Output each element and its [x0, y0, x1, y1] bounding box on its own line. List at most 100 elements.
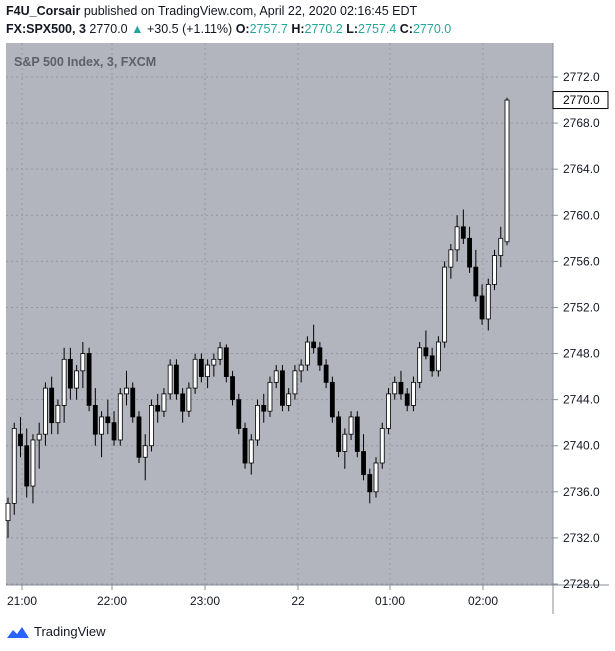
candle-body [404, 393, 410, 406]
candle-body [367, 474, 373, 493]
candle-body [111, 422, 117, 441]
candle-body [174, 364, 179, 395]
candle [130, 382, 136, 423]
candle [429, 347, 435, 377]
candle [404, 388, 410, 412]
candle-body [286, 393, 292, 406]
grid [6, 43, 553, 585]
candle-body [411, 381, 416, 406]
candle-body [348, 416, 354, 435]
candle-body [492, 255, 497, 285]
candle-body [280, 370, 285, 406]
x-tick-label: 01:00 [375, 594, 405, 608]
time-axis[interactable]: 21:00 22:00 23:00 22 01:00 02:00 [7, 585, 498, 608]
close-label: C: [399, 22, 413, 36]
change-arrow-icon: ▲ [131, 22, 144, 36]
brand-name[interactable]: TradingView [34, 624, 106, 639]
candle-body [473, 266, 479, 297]
candle-body [386, 393, 391, 429]
candle [174, 359, 179, 400]
candle-body [55, 404, 61, 424]
candle-body [92, 404, 98, 435]
candle [80, 342, 86, 389]
candle-body [429, 355, 435, 372]
candle [255, 399, 260, 446]
high-label: H: [291, 22, 305, 36]
candle-body [398, 381, 404, 395]
candle-body [230, 376, 235, 401]
candle-body [117, 393, 123, 441]
symbol-label: FX:SPX500, 3 [6, 22, 86, 36]
candle [223, 344, 229, 383]
candle [61, 347, 67, 423]
chart-title: S&P 500 Index, 3, FXCM [14, 55, 156, 69]
open-label: O: [235, 22, 250, 36]
candle-body [311, 341, 317, 349]
close-value: 2770.0 [412, 22, 452, 36]
candle-body [205, 364, 211, 377]
high-value: 2770.2 [304, 22, 343, 36]
candle-body [161, 393, 167, 412]
candle [448, 244, 454, 279]
candle-body [155, 404, 161, 412]
low-value: 2757.4 [358, 22, 397, 36]
candle [348, 411, 354, 440]
candle [67, 347, 73, 400]
y-tick-label: 2760.0 [563, 208, 600, 222]
last-price-label: 2770.0 [563, 93, 600, 107]
y-tick-label: 2732.0 [563, 531, 600, 545]
candle-body [5, 502, 11, 522]
candle-body [217, 347, 223, 360]
candle [392, 376, 398, 400]
y-tick-label: 2752.0 [563, 300, 600, 314]
x-tick-label: 21:00 [7, 594, 37, 608]
low-label: L: [346, 22, 359, 36]
candle [43, 382, 48, 446]
last-price: 2770.0 [89, 22, 128, 36]
candle [24, 428, 30, 498]
candle-body [105, 416, 111, 424]
candle-body [255, 404, 260, 441]
candle [5, 497, 11, 538]
candle-body [61, 358, 67, 406]
candle-body [504, 99, 510, 243]
candle-body [323, 364, 329, 383]
plot-area [6, 43, 553, 585]
y-tick-label: 2768.0 [563, 116, 600, 130]
publish-line: F4U_Corsair published on TradingView.com… [6, 4, 417, 18]
candle [298, 359, 304, 383]
ohlc-line: FX:SPX500, 3 2770.0 ▲ +30.5 (+1.11%) O:2… [6, 22, 451, 36]
candle-body [292, 370, 298, 395]
candle-body [43, 387, 48, 435]
candle [373, 457, 379, 498]
price-axis[interactable]: 2772.0 2768.0 2764.0 2760.0 2756.0 2752.0 2748… [553, 70, 600, 591]
candle [105, 399, 111, 435]
candle-body [298, 364, 304, 372]
candle [354, 411, 360, 458]
candle [261, 393, 267, 423]
candle-body [373, 462, 379, 493]
candle [86, 347, 92, 412]
candle-body [24, 445, 30, 487]
author-name[interactable]: F4U_Corsair [6, 4, 81, 18]
candle-body [467, 237, 472, 268]
candle-body [267, 381, 273, 412]
candles [5, 97, 510, 538]
candle [248, 434, 254, 475]
candle [417, 342, 423, 389]
y-tick-label: 2764.0 [563, 162, 600, 176]
candle-body [149, 404, 154, 447]
candle [11, 422, 17, 515]
price-chart[interactable]: S&P 500 Index, 3, FXCM 2772.0 2768.0 2764.… [0, 0, 615, 620]
candle [192, 353, 198, 394]
candle-body [167, 364, 173, 395]
candle-body [317, 347, 323, 366]
candle [286, 388, 292, 412]
footer: TradingView [6, 624, 106, 639]
candle [149, 399, 154, 452]
candle [217, 342, 223, 366]
candle [30, 434, 36, 504]
x-tick-label: 02:00 [468, 594, 498, 608]
candle [92, 388, 98, 446]
candle [18, 416, 23, 458]
